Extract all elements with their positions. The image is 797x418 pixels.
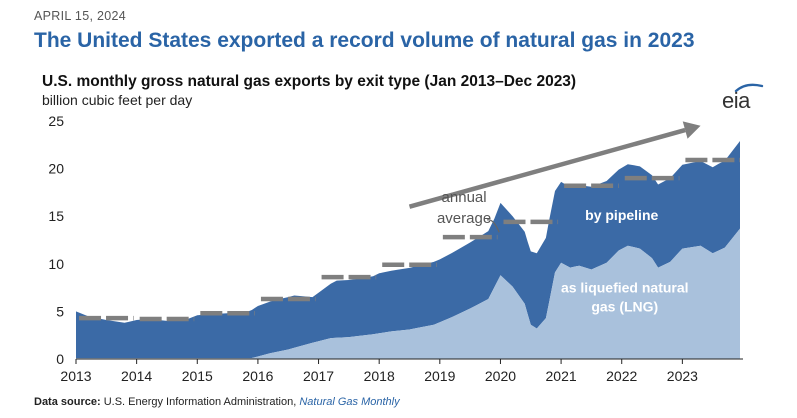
x-tick-label: 2013 <box>60 368 91 384</box>
trend-arrow-shaft <box>408 127 686 209</box>
y-tick-label: 15 <box>48 208 64 224</box>
chart-areas <box>76 141 740 359</box>
x-tick-label: 2018 <box>364 368 395 384</box>
source-org: U.S. Energy Information Administration, <box>103 396 297 408</box>
chart-annotations: annual average by pipeline as liquefied nat… <box>437 189 689 314</box>
annual-average-markers <box>79 157 740 322</box>
x-tick-label: 2023 <box>667 368 698 384</box>
chart-axes: 0 5 10 15 20 25 2013 2014 2015 2016 2017 2018 2019 20… <box>48 113 743 384</box>
data-source: Data source: U.S. Energy Information Adm… <box>34 396 400 408</box>
x-tick-label: 2019 <box>424 368 455 384</box>
source-label: Data source: <box>34 396 101 408</box>
x-tick-label: 2015 <box>182 368 213 384</box>
series-label-lng: as liquefied natural <box>561 279 689 295</box>
series-area-pipeline <box>76 141 740 358</box>
x-tick-label: 2021 <box>546 368 577 384</box>
series-label-pipeline: by pipeline <box>585 207 658 223</box>
series-area-lng <box>76 228 740 359</box>
annotation-annual-average: average <box>437 210 491 227</box>
chart-title: U.S. monthly gross natural gas exports b… <box>42 73 577 90</box>
publish-date: APRIL 15, 2024 <box>34 9 126 23</box>
trend-arrow <box>408 121 701 209</box>
y-tick-label: 20 <box>48 161 64 177</box>
logo-text: eia <box>722 88 750 113</box>
series-label-lng: gas (LNG) <box>591 298 658 314</box>
annotation-pointer <box>486 219 500 233</box>
x-tick-label: 2020 <box>485 368 516 384</box>
y-tick-label: 5 <box>56 303 64 319</box>
y-tick-label: 25 <box>48 113 64 129</box>
eia-logo: eia <box>722 82 766 113</box>
x-tick-label: 2014 <box>121 368 152 384</box>
trend-arrow-head <box>682 121 701 139</box>
x-tick-label: 2022 <box>606 368 637 384</box>
headline: The United States exported a record volu… <box>34 29 695 52</box>
logo-swoosh-icon <box>734 83 764 93</box>
source-publication: Natural Gas Monthly <box>299 396 400 408</box>
y-tick-label: 10 <box>48 256 64 272</box>
x-tick-label: 2017 <box>303 368 334 384</box>
y-axis-units: billion cubic feet per day <box>42 92 193 108</box>
annotation-annual-average: annual <box>442 189 487 206</box>
y-tick-label: 0 <box>56 351 64 367</box>
x-tick-label: 2016 <box>242 368 273 384</box>
